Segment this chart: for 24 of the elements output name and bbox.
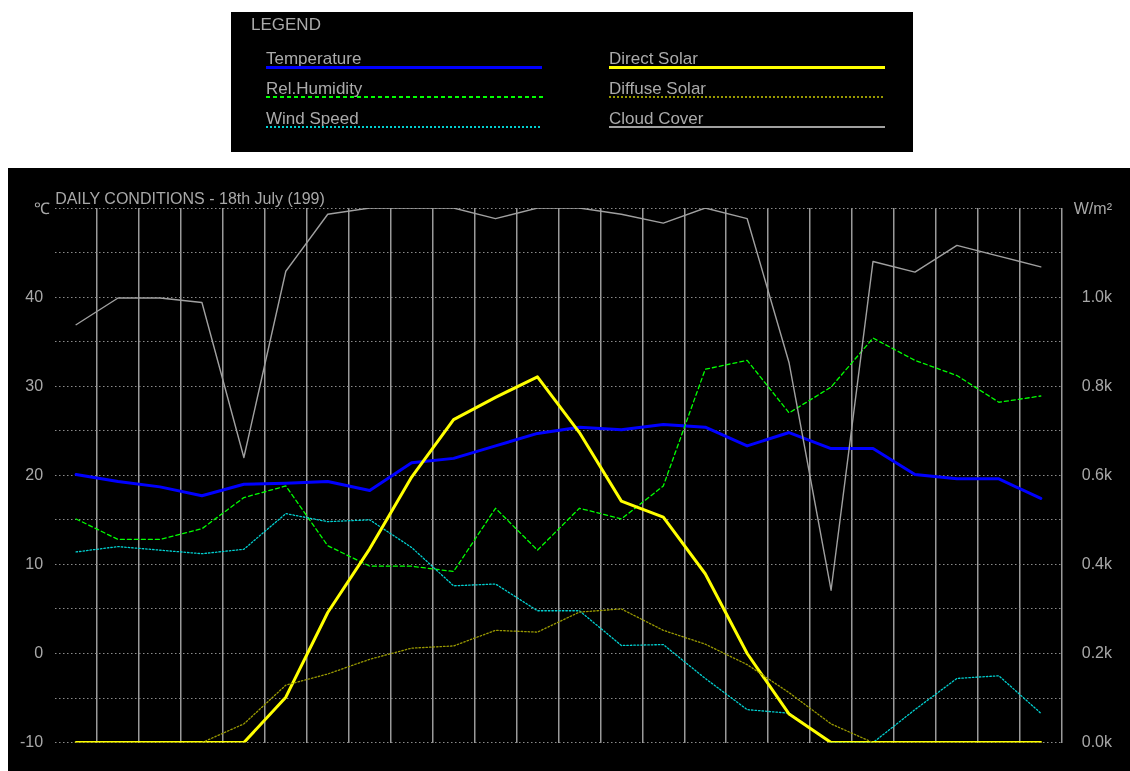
legend-title: LEGEND: [251, 15, 321, 35]
y2-tick-label: 0.4k: [1081, 554, 1113, 572]
line-series: [75, 337, 1042, 573]
legend-label: Direct Solar: [609, 49, 699, 69]
y-tick-label: 20: [25, 465, 44, 483]
y2-tick-label: 0.0k: [1081, 733, 1113, 751]
line-series: [75, 512, 1042, 743]
legend-label: Diffuse Solar: [609, 79, 707, 99]
y-tick-label: 10: [25, 554, 44, 572]
y-axis-title: ℃: [34, 200, 51, 217]
y2-axis-title: W/m²: [1073, 200, 1113, 217]
chart-title: DAILY CONDITIONS - 18th July (199): [55, 190, 325, 207]
legend-label: Temperature: [266, 49, 363, 69]
legend-label: Wind Speed: [266, 109, 360, 129]
y-tick-label: 30: [25, 376, 44, 394]
y-tick-label: 0: [34, 643, 44, 661]
legend-label: Cloud Cover: [609, 109, 705, 129]
y-tick-label: -10: [20, 733, 44, 751]
legend-label: Rel.Humidity: [266, 79, 364, 99]
y2-tick-label: 0.2k: [1081, 643, 1113, 661]
y2-tick-label: 0.6k: [1081, 465, 1113, 483]
y2-tick-label: 0.8k: [1081, 376, 1113, 394]
y2-tick-label: 1.0k: [1081, 287, 1113, 305]
y-tick-label: 40: [25, 287, 44, 305]
